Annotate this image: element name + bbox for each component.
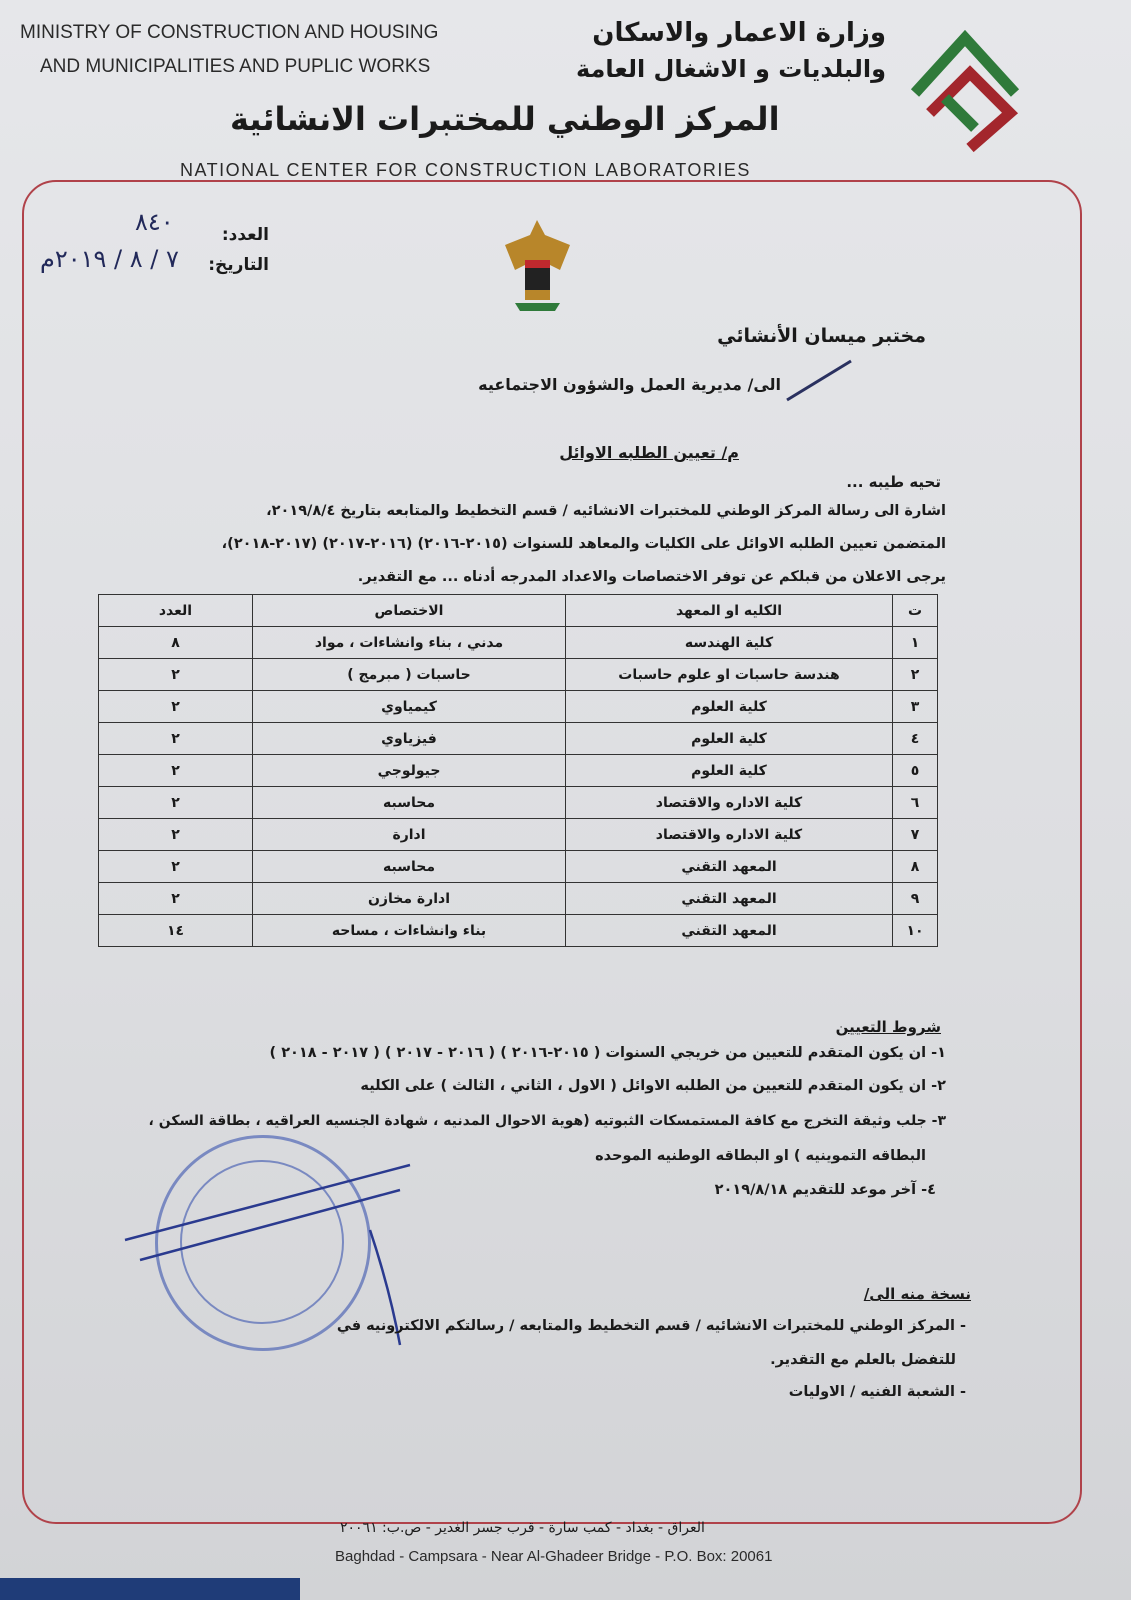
copy-item: - الشعبة الفنيه / الاوليات [788,1384,966,1400]
cell-count: ٢ [98,690,253,723]
cell-college: كلية العلوم [565,722,893,755]
cell-college: هندسة حاسبات او علوم حاسبات [565,658,893,691]
cell-specialty: بناء وانشاءات ، مساحه [252,914,566,947]
condition-item: ٤- آخر موعد للتقديم ٢٠١٩/٨/١٨ [714,1182,936,1198]
cell-count: ٢ [98,818,253,851]
ministry-en-line2: AND MUNICIPALITIES AND PUPLIC WORKS [40,56,431,77]
table-row: ١٠ المعهد التقني بناء وانشاءات ، مساحه ١٤ [98,914,938,947]
body-line: المتضمن تعيين الطلبه الاوائل على الكليات… [221,536,946,552]
cell-specialty: ادارة مخازن [252,882,566,915]
table-row: ٧ كلية الاداره والاقتصاد ادارة ٢ [98,818,938,851]
table-row: ٣ كلية العلوم كيمياوي ٢ [98,690,938,723]
specializations-table: ت الكليه او المعهد الاختصاص العدد ١ كلية … [98,594,938,947]
copies-title: نسخة منه الى/ [863,1285,971,1303]
cell-count: ٢ [98,786,253,819]
date-value: ٧ / ٨ / ٢٠١٩م [40,245,179,273]
official-stamp [155,1135,371,1351]
table-row: ٢ هندسة حاسبات او علوم حاسبات حاسبات ( مبر… [98,658,938,691]
number-value: ٨٤٠ [135,208,174,236]
cell-index: ٢ [892,658,938,691]
cell-college: كلية العلوم [565,754,893,787]
table-row: ٩ المعهد التقني ادارة مخازن ٢ [98,882,938,915]
footer-address-en: Baghdad - Campsara - Near Al-Ghadeer Bri… [335,1548,773,1565]
conditions-title: شروط التعيين [835,1018,941,1036]
table-header-row: ت الكليه او المعهد الاختصاص العدد [98,594,938,627]
cell-specialty: حاسبات ( مبرمج ) [252,658,566,691]
col-header-count: العدد [98,594,253,627]
col-header-specialty: الاختصاص [252,594,566,627]
cell-index: ٦ [892,786,938,819]
cell-college: كلية الاداره والاقتصاد [565,818,893,851]
cell-index: ١ [892,626,938,659]
date-label: التاريخ: [208,255,269,275]
ministry-ar-line2: والبلديات و الاشغال العامة [575,55,886,83]
cell-index: ١٠ [892,914,938,947]
cell-index: ٣ [892,690,938,723]
cell-index: ٥ [892,754,938,787]
cell-index: ٧ [892,818,938,851]
center-ar-title: المركز الوطني للمختبرات الانشائية [230,100,780,138]
cell-college: كلية العلوم [565,690,893,723]
body-line: يرجى الاعلان من قبلكم عن توفر الاختصاصات… [357,569,946,585]
ministry-en-line1: MINISTRY OF CONSTRUCTION AND HOUSING [20,22,439,43]
copy-item: للتفضل بالعلم مع التقدير. [770,1352,956,1368]
cell-count: ٢ [98,882,253,915]
body-line: اشارة الى رسالة المركز الوطني للمختبرات … [266,503,946,519]
table-row: ٤ كلية العلوم فيزياوي ٢ [98,722,938,755]
col-header-college: الكليه او المعهد [565,594,893,627]
cell-college: المعهد التقني [565,914,893,947]
ministry-ar-line1: وزارة الاعمار والاسكان [592,18,886,48]
cell-index: ٨ [892,850,938,883]
ministry-logo-icon [910,29,1020,153]
table-row: ٥ كلية العلوم جيولوجي ٢ [98,754,938,787]
table-row: ٨ المعهد التقني محاسبه ٢ [98,850,938,883]
cell-specialty: فيزياوي [252,722,566,755]
copy-item: - المركز الوطني للمختبرات الانشائيه / قس… [336,1318,966,1334]
cell-index: ٩ [892,882,938,915]
cell-specialty: ادارة [252,818,566,851]
cell-count: ٢ [98,754,253,787]
condition-item: ١- ان يكون المتقدم للتعيين من خريجي السن… [269,1045,946,1061]
subject: م/ تعيين الطلبه الاوائل [559,443,739,462]
footer-address-ar: العراق - بغداد - كمب سارة - قرب جسر الغد… [340,1520,705,1536]
recipient-lab: مختبر ميسان الأنشائي [717,325,926,347]
cell-college: المعهد التقني [565,882,893,915]
col-header-index: ت [892,594,938,627]
condition-item: ٢- ان يكون المتقدم للتعيين من الطلبه الا… [360,1078,946,1094]
cell-college: المعهد التقني [565,850,893,883]
page-border [22,180,1082,1524]
cell-count: ٨ [98,626,253,659]
condition-item: ٣- جلب وثيقة التخرج مع كافة المستمسكات ا… [148,1113,946,1129]
cell-index: ٤ [892,722,938,755]
center-en-title: NATIONAL CENTER FOR CONSTRUCTION LABORAT… [180,160,751,180]
table-row: ١ كلية الهندسه مدني ، بناء وانشاءات ، مواد… [98,626,938,659]
cell-specialty: محاسبه [252,850,566,883]
recipient-to: الى/ مديرية العمل والشؤون الاجتماعيه [478,375,781,394]
number-label: العدد: [221,225,269,245]
cell-count: ٢ [98,722,253,755]
cell-specialty: كيمياوي [252,690,566,723]
table-row: ٦ كلية الاداره والاقتصاد محاسبه ٢ [98,786,938,819]
signature [124,1163,411,1346]
cell-count: ٢ [98,850,253,883]
cell-college: كلية الهندسه [565,626,893,659]
greeting: تحيه طيبه ... [846,473,941,491]
cell-count: ١٤ [98,914,253,947]
handwritten-stroke [786,359,852,402]
cell-specialty: محاسبه [252,786,566,819]
cell-college: كلية الاداره والاقتصاد [565,786,893,819]
cell-count: ٢ [98,658,253,691]
iraq-eagle-emblem-icon [505,220,570,311]
cell-specialty: جيولوجي [252,754,566,787]
condition-item: البطاقه التموينيه ) او البطاقه الوطنيه ا… [595,1148,926,1164]
photo-edge [0,1578,300,1600]
cell-specialty: مدني ، بناء وانشاءات ، مواد [252,626,566,659]
